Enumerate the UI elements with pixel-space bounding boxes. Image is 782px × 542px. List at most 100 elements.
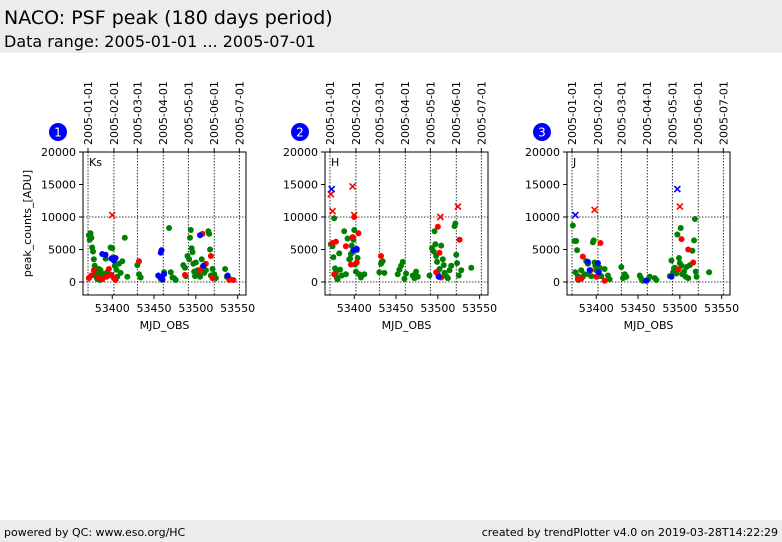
x-tick-label: 53500 bbox=[178, 302, 213, 315]
data-point-green bbox=[590, 237, 597, 244]
data-point-green bbox=[578, 267, 585, 274]
header-bar: NACO: PSF peak (180 days period) Data ra… bbox=[0, 0, 782, 53]
data-point-green bbox=[444, 275, 451, 282]
chart-panel-2: 0 5000 10000 15000 20000 53400 53450 53500 53550… bbox=[283, 81, 497, 332]
data-point-green bbox=[430, 248, 437, 255]
footer-credit: powered by QC: www.eso.org/HC bbox=[4, 526, 186, 539]
data-point-x-red bbox=[436, 213, 444, 221]
data-point-red bbox=[181, 271, 188, 278]
data-point-green bbox=[438, 242, 445, 249]
data-point-x-red bbox=[328, 207, 337, 215]
top-date-label: 2005-07-01 bbox=[717, 81, 730, 145]
data-point-green bbox=[573, 238, 580, 245]
top-date-label: 2005-05-01 bbox=[182, 81, 195, 145]
data-point-x-stroke bbox=[591, 206, 599, 214]
x-tick-label: 53450 bbox=[137, 302, 172, 315]
data-point-green bbox=[431, 228, 438, 235]
data-point-red bbox=[136, 258, 143, 265]
data-point-blue bbox=[353, 245, 360, 252]
top-date-label: 2005-06-01 bbox=[692, 81, 705, 145]
data-point-green bbox=[606, 276, 613, 283]
data-point-green bbox=[706, 269, 713, 276]
y-tick-label: 15000 bbox=[41, 179, 76, 192]
data-point-green bbox=[172, 277, 179, 284]
page-subtitle: Data range: 2005-01-01 ... 2005-07-01 bbox=[4, 32, 316, 51]
data-point-green bbox=[399, 258, 406, 265]
data-point-green bbox=[119, 258, 126, 265]
data-point-red bbox=[675, 266, 682, 273]
data-point-blue bbox=[586, 267, 593, 274]
data-point-green bbox=[448, 262, 455, 269]
data-point-green bbox=[414, 273, 421, 280]
y-tick-label: 20000 bbox=[283, 146, 318, 159]
data-point-x-stroke bbox=[327, 190, 335, 198]
data-point-red bbox=[601, 277, 608, 284]
data-point-x-red bbox=[349, 182, 357, 191]
data-point-green bbox=[187, 227, 194, 233]
panel-number-badge bbox=[49, 123, 67, 141]
data-point-red bbox=[207, 253, 214, 259]
data-point-green bbox=[109, 245, 116, 252]
x-tick-label: 53550 bbox=[220, 302, 255, 315]
top-date-label: 2005-02-01 bbox=[350, 81, 363, 145]
data-point-x-stroke bbox=[328, 207, 337, 215]
top-date-label: 2005-03-01 bbox=[373, 81, 386, 145]
data-point-green bbox=[181, 264, 188, 271]
data-point-green bbox=[351, 227, 358, 233]
data-point-green bbox=[455, 272, 462, 279]
data-point-blue bbox=[643, 277, 650, 284]
data-point-x-stroke bbox=[673, 185, 681, 193]
data-point-green bbox=[376, 269, 383, 276]
data-point-green bbox=[121, 234, 128, 241]
data-point-green bbox=[166, 225, 173, 232]
data-point-green bbox=[222, 266, 229, 272]
data-point-green bbox=[623, 273, 630, 280]
data-point-green bbox=[348, 242, 355, 249]
x-tick-label: 53450 bbox=[379, 302, 414, 315]
data-point-green bbox=[439, 256, 446, 263]
data-point-green bbox=[426, 272, 433, 279]
data-point-green bbox=[189, 249, 196, 256]
data-point-green bbox=[668, 257, 675, 264]
data-point-green bbox=[88, 234, 95, 241]
data-point-blue bbox=[224, 272, 231, 279]
y-tick-label: 0 bbox=[69, 276, 76, 289]
data-point-green bbox=[569, 222, 576, 229]
data-point-green bbox=[192, 259, 199, 266]
data-point-green bbox=[137, 274, 144, 281]
data-point-green bbox=[186, 256, 193, 263]
data-point-green bbox=[653, 277, 660, 284]
data-point-blue bbox=[112, 254, 119, 261]
data-point-green bbox=[413, 268, 420, 275]
data-point-green bbox=[202, 267, 209, 274]
data-point-green bbox=[574, 247, 581, 254]
data-point-blue bbox=[200, 262, 207, 269]
data-point-green bbox=[685, 275, 692, 282]
data-point-red bbox=[347, 261, 354, 268]
x-axis-label: MJD_OBS bbox=[140, 319, 190, 332]
data-point-x-red bbox=[454, 203, 462, 211]
panel-number-badge bbox=[291, 123, 309, 141]
data-point-green bbox=[206, 230, 213, 237]
data-point-x-red bbox=[327, 190, 335, 198]
data-point-green bbox=[674, 231, 681, 238]
data-point-green bbox=[434, 258, 441, 265]
data-point-green bbox=[91, 262, 98, 269]
footer-bar: powered by QC: www.eso.org/HC created by… bbox=[0, 520, 782, 542]
data-point-green bbox=[677, 225, 684, 232]
data-point-red bbox=[578, 275, 585, 282]
data-point-green bbox=[596, 264, 603, 271]
data-point-green bbox=[342, 271, 349, 278]
y-tick-label: 0 bbox=[311, 276, 318, 289]
data-point-x-stroke bbox=[108, 211, 116, 219]
data-point-red bbox=[597, 240, 604, 246]
x-axis-label: MJD_OBS bbox=[624, 319, 674, 332]
data-point-red bbox=[103, 273, 110, 280]
data-point-green bbox=[209, 266, 216, 272]
data-point-red bbox=[226, 277, 233, 284]
panel-number-text: 3 bbox=[538, 126, 546, 140]
y-tick-label: 10000 bbox=[283, 211, 318, 224]
x-tick-label: 53400 bbox=[579, 302, 614, 315]
data-point-green bbox=[678, 262, 685, 269]
data-point-red bbox=[353, 259, 360, 266]
